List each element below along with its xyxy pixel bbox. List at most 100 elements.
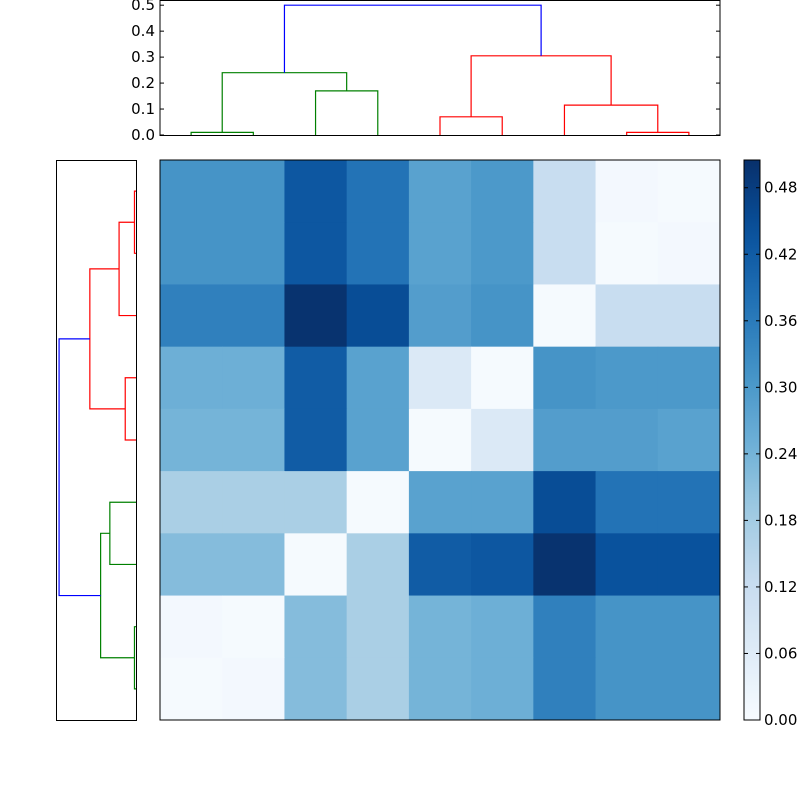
heatmap-cell xyxy=(408,408,472,472)
heatmap-cell xyxy=(657,595,721,659)
heatmap-cell xyxy=(346,595,410,659)
heatmap-cell xyxy=(471,657,534,721)
left-dendrogram-link xyxy=(133,626,136,690)
heatmap-cell xyxy=(471,222,534,285)
heatmap-cell xyxy=(595,533,659,597)
top-dendrogram-link xyxy=(563,104,659,135)
heatmap-cell xyxy=(160,471,223,534)
heatmap-cell xyxy=(657,657,721,721)
heatmap-cell xyxy=(408,346,472,410)
heatmap-cell xyxy=(160,222,223,285)
heatmap-cell xyxy=(346,346,410,410)
heatmap-cell xyxy=(595,408,659,472)
heatmap-cell xyxy=(595,346,659,410)
heatmap-cell xyxy=(595,657,659,721)
heatmap-cell xyxy=(595,471,659,534)
heatmap-cell xyxy=(346,471,410,534)
top-dendrogram-link xyxy=(626,131,690,135)
heatmap-cell xyxy=(284,346,348,410)
heatmap-cell xyxy=(160,595,223,659)
top-dendrogram-link xyxy=(283,4,542,73)
left-dendrogram-link xyxy=(118,221,136,317)
heatmap-cell xyxy=(657,160,721,223)
heatmap-cell xyxy=(222,160,285,223)
heatmap-cell xyxy=(533,595,597,659)
heatmap-cell xyxy=(657,471,721,534)
y-tick-label: 0.2 xyxy=(131,74,155,92)
heatmap-cell xyxy=(533,408,597,472)
top-dendrogram-link xyxy=(470,55,612,117)
left-dendrogram-link xyxy=(133,190,136,254)
heatmap-cell xyxy=(533,284,597,348)
heatmap-cell xyxy=(533,346,597,410)
heatmap-cell xyxy=(533,222,597,285)
y-tick-label: 0.1 xyxy=(131,100,155,118)
heatmap-cell xyxy=(160,160,223,223)
colorbar-tick-label: 0.12 xyxy=(764,578,797,596)
colorbar-tick-label: 0.18 xyxy=(764,511,797,529)
left-dendrogram-link xyxy=(89,268,126,410)
heatmap-frame xyxy=(159,159,721,721)
top-dendrogram: 0.0 0.1 0.2 0.3 0.4 0.5 xyxy=(131,0,721,144)
heatmap-cell xyxy=(408,160,472,223)
heatmap-cell xyxy=(160,284,223,348)
y-tick-label: 0.5 xyxy=(131,0,155,14)
heatmap-cell xyxy=(222,533,285,597)
heatmap-cell xyxy=(657,533,721,597)
heatmap-cell xyxy=(284,657,348,721)
heatmap-cell xyxy=(471,346,534,410)
top-dendrogram-frame xyxy=(159,0,721,136)
top-dendrogram-link xyxy=(439,116,503,135)
heatmap-cell xyxy=(160,408,223,472)
heatmap-cell xyxy=(595,595,659,659)
heatmap-cell xyxy=(408,222,472,285)
colorbar-tick-label: 0.06 xyxy=(764,644,797,662)
left-dendrogram-frame xyxy=(56,160,137,721)
heatmap-cell xyxy=(346,533,410,597)
y-tick-label: 0.0 xyxy=(131,126,155,144)
heatmap xyxy=(159,159,721,721)
colorbar-tick-label: 0.24 xyxy=(764,445,797,463)
top-dendrogram-link xyxy=(190,131,254,135)
heatmap-cell xyxy=(284,222,348,285)
heatmap-cell xyxy=(657,408,721,472)
heatmap-cell xyxy=(160,346,223,410)
colorbar-tick-label: 0.30 xyxy=(764,378,797,396)
heatmap-cell xyxy=(471,160,534,223)
colorbar-tick-label: 0.36 xyxy=(764,312,797,330)
heatmap-cell xyxy=(222,471,285,534)
heatmap-cell xyxy=(471,408,534,472)
left-dendrogram-link xyxy=(100,532,135,659)
top-dendrogram-link xyxy=(314,90,379,135)
heatmap-cell xyxy=(408,533,472,597)
heatmap-cell xyxy=(346,160,410,223)
left-dendrogram xyxy=(56,160,137,721)
heatmap-cell xyxy=(657,346,721,410)
heatmap-cell xyxy=(284,595,348,659)
heatmap-cell xyxy=(595,222,659,285)
heatmap-cell xyxy=(471,595,534,659)
heatmap-cell xyxy=(595,284,659,348)
heatmap-cell xyxy=(222,346,285,410)
left-dendrogram-link xyxy=(124,377,136,441)
left-dendrogram-link xyxy=(58,338,101,597)
heatmap-cell xyxy=(471,284,534,348)
colorbar: 0.00 0.06 0.12 0.18 0.24 0.30 0.36 0.42 0.48 xyxy=(743,159,797,729)
heatmap-cell xyxy=(471,471,534,534)
colorbar-tick-label: 0.00 xyxy=(764,711,797,729)
left-dendrogram-link xyxy=(109,501,136,566)
heatmap-cell xyxy=(408,595,472,659)
heatmap-cell xyxy=(595,160,659,223)
heatmap-cell xyxy=(222,657,285,721)
heatmap-cell xyxy=(533,657,597,721)
y-tick-label: 0.3 xyxy=(131,48,155,66)
y-tick-label: 0.4 xyxy=(131,22,155,40)
heatmap-cell xyxy=(533,471,597,534)
heatmap-cell xyxy=(284,533,348,597)
heatmap-cell xyxy=(657,284,721,348)
heatmap-cell xyxy=(471,533,534,597)
heatmap-cell xyxy=(222,408,285,472)
heatmap-cell xyxy=(160,533,223,597)
top-dendrogram-link xyxy=(221,72,348,133)
heatmap-cell xyxy=(657,222,721,285)
